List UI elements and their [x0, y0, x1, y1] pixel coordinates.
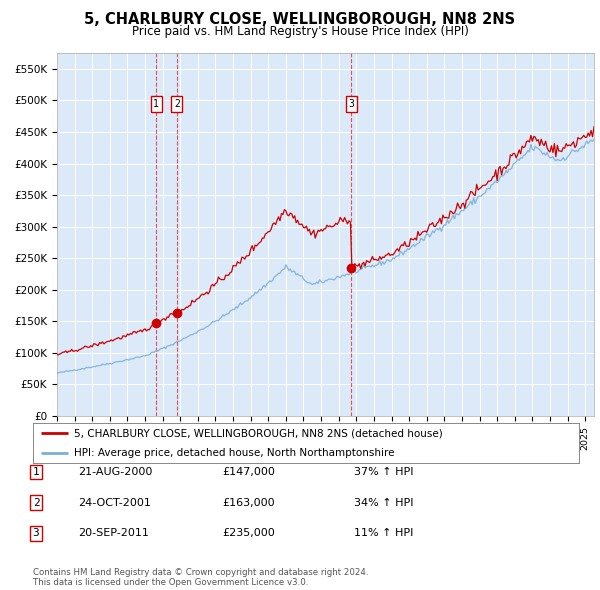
Text: £147,000: £147,000: [222, 467, 275, 477]
Text: 11% ↑ HPI: 11% ↑ HPI: [354, 529, 413, 538]
Text: 2: 2: [174, 99, 180, 109]
Text: 37% ↑ HPI: 37% ↑ HPI: [354, 467, 413, 477]
Text: 5, CHARLBURY CLOSE, WELLINGBOROUGH, NN8 2NS (detached house): 5, CHARLBURY CLOSE, WELLINGBOROUGH, NN8 …: [74, 428, 443, 438]
Text: Contains HM Land Registry data © Crown copyright and database right 2024.
This d: Contains HM Land Registry data © Crown c…: [33, 568, 368, 587]
Text: £235,000: £235,000: [222, 529, 275, 538]
Text: 34% ↑ HPI: 34% ↑ HPI: [354, 498, 413, 507]
Text: 2: 2: [32, 498, 40, 507]
Text: 1: 1: [32, 467, 40, 477]
Text: 24-OCT-2001: 24-OCT-2001: [78, 498, 151, 507]
Text: 1: 1: [154, 99, 159, 109]
Text: 21-AUG-2000: 21-AUG-2000: [78, 467, 152, 477]
Text: £163,000: £163,000: [222, 498, 275, 507]
Text: 5, CHARLBURY CLOSE, WELLINGBOROUGH, NN8 2NS: 5, CHARLBURY CLOSE, WELLINGBOROUGH, NN8 …: [85, 12, 515, 27]
Text: 20-SEP-2011: 20-SEP-2011: [78, 529, 149, 538]
Text: 3: 3: [32, 529, 40, 538]
Text: Price paid vs. HM Land Registry's House Price Index (HPI): Price paid vs. HM Land Registry's House …: [131, 25, 469, 38]
Text: 3: 3: [349, 99, 355, 109]
Text: HPI: Average price, detached house, North Northamptonshire: HPI: Average price, detached house, Nort…: [74, 448, 394, 458]
